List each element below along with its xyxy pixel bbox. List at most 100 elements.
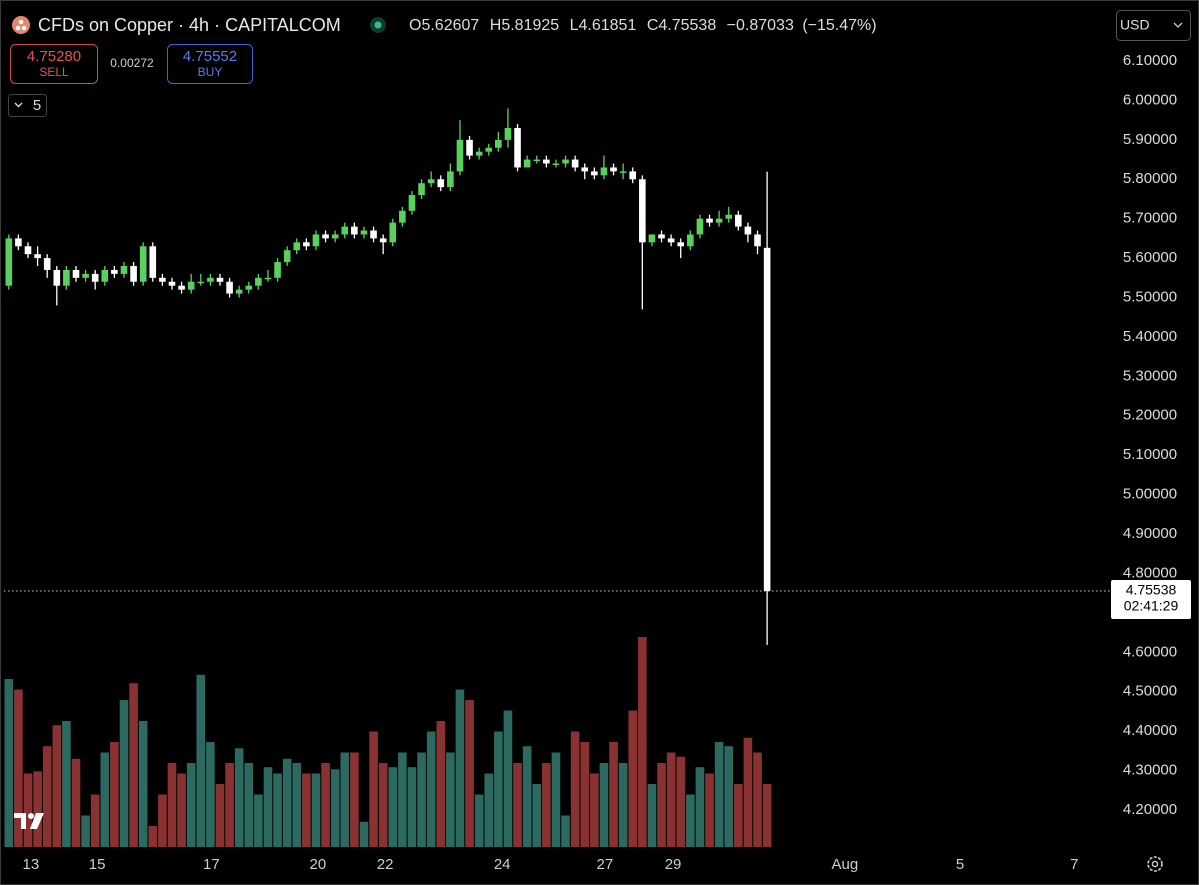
logo-shape (30, 813, 44, 829)
currency-button[interactable] (1116, 10, 1191, 41)
candle-body (130, 265, 137, 282)
candle-body (303, 242, 310, 247)
candle-body (178, 285, 185, 290)
volume-bar (695, 767, 705, 847)
x-tick-label: 15 (89, 856, 106, 873)
volume-bar (33, 771, 42, 847)
volume-bar (638, 637, 647, 847)
candle-body (379, 238, 387, 243)
candle-body (543, 159, 550, 164)
candle-body (139, 246, 147, 282)
buy-price: 4.75552 (183, 48, 237, 65)
change-pct: (−15.47%) (802, 17, 876, 34)
y-tick-label: 4.90000 (1123, 525, 1177, 542)
volume-bar (110, 742, 119, 847)
logo-dot (18, 19, 24, 25)
candle-body (168, 281, 176, 286)
volume-bar (311, 773, 321, 847)
currency: USD (1120, 17, 1150, 33)
ohlc-label: H (490, 17, 502, 34)
sell-price: 4.75280 (27, 48, 81, 65)
candle-body (187, 281, 195, 290)
candle-body (600, 167, 608, 176)
candle-body (610, 167, 617, 172)
symbol-title[interactable]: CFDs on Copper · 4h · CAPITALCOM (38, 15, 341, 35)
volume-bar (455, 689, 465, 847)
x-tick-label: 27 (597, 856, 614, 873)
candle-body (216, 277, 224, 282)
volume-bar (42, 746, 52, 847)
settings-icon[interactable] (1147, 856, 1163, 872)
volume-bar (647, 784, 657, 847)
volume-bar (340, 752, 350, 847)
candle-body (744, 226, 752, 235)
volume-bar (129, 683, 138, 847)
x-tick-label: 5 (956, 856, 964, 873)
volume-bar (244, 763, 254, 847)
x-tick-label: 24 (494, 856, 511, 873)
candle-body (399, 210, 406, 223)
volume-bar (359, 821, 369, 847)
candle-body (725, 214, 733, 219)
y-tick-label: 5.90000 (1123, 131, 1177, 148)
candle-body (514, 128, 521, 168)
ohlc-label: L (570, 17, 579, 34)
price-label-box (1111, 580, 1191, 620)
ohlc-label: O (409, 17, 421, 34)
volume-bar (714, 742, 724, 847)
candle-body (111, 269, 118, 274)
candle-body (255, 277, 262, 286)
countdown: 02:41:29 (1124, 598, 1179, 614)
volume-bar (254, 794, 263, 847)
candle-body (475, 151, 483, 156)
candle-body (715, 218, 723, 223)
volume-bar (292, 763, 302, 847)
volume-bar (81, 815, 90, 847)
volume-bar (158, 794, 167, 847)
candle-body (418, 183, 425, 196)
x-tick-label: Aug (832, 856, 859, 873)
candle-layer (5, 108, 771, 645)
ohlc-high: 5.81925 (501, 17, 559, 34)
tv-logo (14, 813, 44, 829)
candle-body (149, 246, 157, 278)
candle-body (437, 179, 445, 188)
logo-shape (28, 813, 34, 819)
candle-body (91, 273, 99, 282)
volume-bar (513, 763, 522, 847)
volume-bar (542, 763, 551, 847)
candle-body (43, 258, 51, 270)
candle-body (226, 281, 233, 294)
volume-layer (4, 637, 772, 847)
candle-body (63, 269, 70, 286)
volume-bar (743, 737, 753, 847)
candle-body (677, 242, 685, 247)
volume-bar (167, 763, 177, 847)
candle-body (408, 195, 416, 211)
volume-bar (724, 746, 734, 847)
y-tick-label: 5.30000 (1123, 367, 1177, 384)
volume-bar (570, 731, 580, 847)
y-tick-label: 5.40000 (1123, 328, 1177, 345)
volume-bar (398, 752, 407, 847)
candle-body (591, 171, 598, 176)
candle-body (648, 234, 656, 243)
volume-bar (657, 763, 666, 847)
candle-body (351, 226, 358, 235)
candle-body (552, 163, 560, 166)
sell-button[interactable] (10, 44, 98, 84)
buy-button[interactable] (167, 44, 253, 84)
volume-bar (23, 773, 33, 847)
volume-bar (186, 763, 196, 847)
indicator-toggle[interactable] (8, 94, 47, 117)
volume-bar (263, 767, 273, 847)
candle-body (5, 238, 13, 286)
volume-bar (302, 773, 311, 847)
volume-bar (436, 721, 446, 847)
indicator-count: 5 (33, 97, 41, 114)
y-tick-label: 5.10000 (1123, 446, 1177, 463)
x-tick-label: 7 (1070, 856, 1078, 873)
